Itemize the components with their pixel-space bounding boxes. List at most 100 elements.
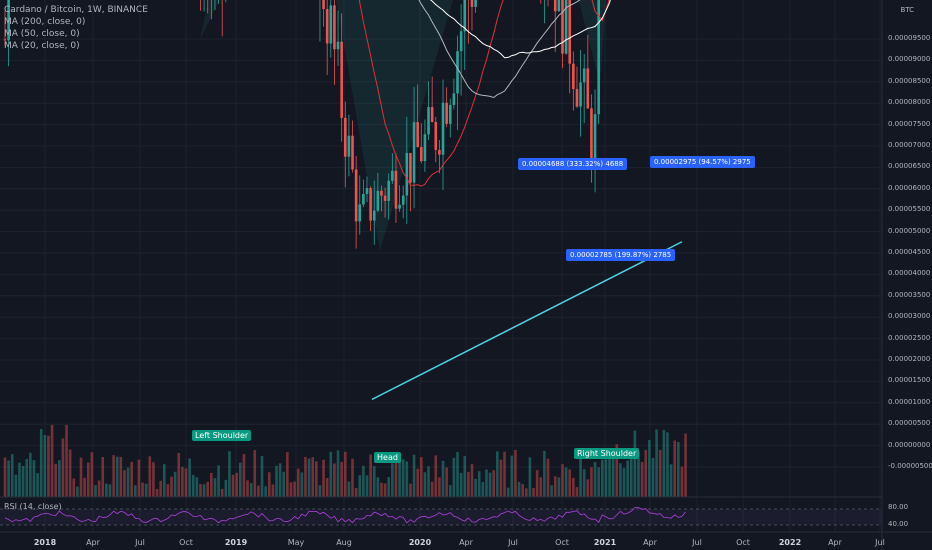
volume-bar xyxy=(336,450,340,497)
volume-bar xyxy=(651,458,655,497)
candle-body xyxy=(561,0,564,54)
candle-body xyxy=(3,39,7,41)
volume-bar xyxy=(76,486,79,497)
volume-bar xyxy=(369,454,372,497)
candle-body xyxy=(322,0,325,10)
volume-bar xyxy=(257,485,260,497)
volume-bar xyxy=(79,457,83,497)
volume-bar xyxy=(101,457,105,497)
volume-bar xyxy=(510,455,514,497)
volume-bar xyxy=(43,434,47,497)
volume-bar xyxy=(307,458,311,497)
price-tick: 0.00003500 xyxy=(888,290,931,299)
volume-bar xyxy=(467,472,470,497)
ma20-legend[interactable]: MA (20, close, 0) xyxy=(4,41,80,51)
volume-bar xyxy=(644,449,648,497)
right-shoulder-label[interactable]: Right Shoulder xyxy=(574,448,640,459)
candle-body xyxy=(463,0,467,32)
volume-bar xyxy=(322,459,325,497)
volume-bar xyxy=(412,454,416,497)
volume-bar xyxy=(684,433,687,497)
volume-bar xyxy=(278,463,282,497)
volume-bar xyxy=(29,452,32,497)
volume-bar xyxy=(575,487,579,497)
time-tick: Apr xyxy=(643,538,657,547)
candle-body xyxy=(405,152,409,196)
candle-body xyxy=(369,188,372,221)
volume-bar xyxy=(311,457,314,497)
volume-bar xyxy=(184,468,188,497)
bottom-trendline xyxy=(371,241,683,401)
time-tick: Oct xyxy=(736,538,750,547)
price-tick: 0.00005000 xyxy=(888,226,931,235)
candle-body xyxy=(568,0,572,64)
time-tick: May xyxy=(287,538,305,547)
volume-bar xyxy=(333,463,336,497)
measure-label-3[interactable]: 0.00002975 (94.57%) 2975 xyxy=(650,156,755,168)
ma50-legend[interactable]: MA (50, close, 0) xyxy=(4,29,80,39)
price-tick: 0.00003000 xyxy=(888,312,931,321)
candle-body xyxy=(343,117,347,157)
time-tick: 2021 xyxy=(593,538,617,547)
volume-bar xyxy=(637,451,640,497)
volume-bar xyxy=(615,444,619,497)
volume-bar xyxy=(260,455,264,497)
candle-body xyxy=(470,0,474,7)
rsi-tick-80: 80.00 xyxy=(888,503,909,511)
candle-body xyxy=(441,102,445,155)
candle-body xyxy=(325,9,329,44)
time-tick: Apr xyxy=(86,538,100,547)
volume-bar xyxy=(561,464,564,497)
volume-bar xyxy=(315,461,318,497)
volume-bar xyxy=(271,484,275,497)
time-tick: 2020 xyxy=(408,538,432,547)
measure-label-1[interactable]: 0.00004688 (333.32%) 4688 xyxy=(518,158,628,170)
volume-bar xyxy=(401,459,405,497)
candle-body xyxy=(394,170,398,209)
volume-bar xyxy=(3,457,7,497)
volume-bar xyxy=(181,466,184,497)
volume-bar xyxy=(579,458,582,497)
volume-bar xyxy=(235,472,238,497)
candle-body xyxy=(597,0,600,115)
time-tick: Apr xyxy=(828,538,842,547)
ma200-legend[interactable]: MA (200, close, 0) xyxy=(4,17,86,27)
symbol-title[interactable]: Cardano / Bitcoin, 1W, BINANCE xyxy=(4,5,148,15)
candle-body xyxy=(416,122,419,147)
volume-bar xyxy=(586,479,590,497)
price-tick: 0.00002500 xyxy=(888,333,931,342)
price-tick: 0.00008000 xyxy=(888,98,931,107)
chart-legend: Cardano / Bitcoin, 1W, BINANCE MA (200, … xyxy=(4,4,148,52)
price-tick: 0.00005500 xyxy=(888,205,931,214)
measure-label-2[interactable]: 0.00002785 (199.87%) 2785 xyxy=(566,249,676,261)
price-tick: 0.00007500 xyxy=(888,119,931,128)
candle-body xyxy=(398,204,401,209)
volume-bar xyxy=(86,462,90,497)
volume-bar xyxy=(97,480,101,497)
left-shoulder-label[interactable]: Left Shoulder xyxy=(192,430,252,441)
volume-bar xyxy=(445,467,448,497)
volume-bar xyxy=(546,458,550,497)
head-label[interactable]: Head xyxy=(374,452,401,463)
volume-bar xyxy=(148,456,152,497)
volume-bar xyxy=(539,477,543,497)
volume-bar xyxy=(593,461,597,497)
rsi-legend[interactable]: RSI (14, close) xyxy=(4,502,62,511)
candle-body xyxy=(391,170,394,181)
volume-bar xyxy=(622,467,626,497)
volume-bar xyxy=(459,472,463,497)
volume-bar xyxy=(405,461,409,497)
volume-bar xyxy=(648,439,651,497)
price-tick: 0.00006000 xyxy=(888,183,931,192)
volume-bar xyxy=(387,477,391,497)
candle-body xyxy=(430,107,434,122)
volume-bar xyxy=(242,454,246,497)
volume-bar xyxy=(481,482,485,497)
volume-bar xyxy=(173,471,177,497)
time-tick: Aug xyxy=(336,538,352,547)
ma200-line xyxy=(429,0,611,59)
rsi-line xyxy=(4,507,686,524)
volume-bar xyxy=(318,485,322,497)
volume-bar xyxy=(177,452,181,497)
